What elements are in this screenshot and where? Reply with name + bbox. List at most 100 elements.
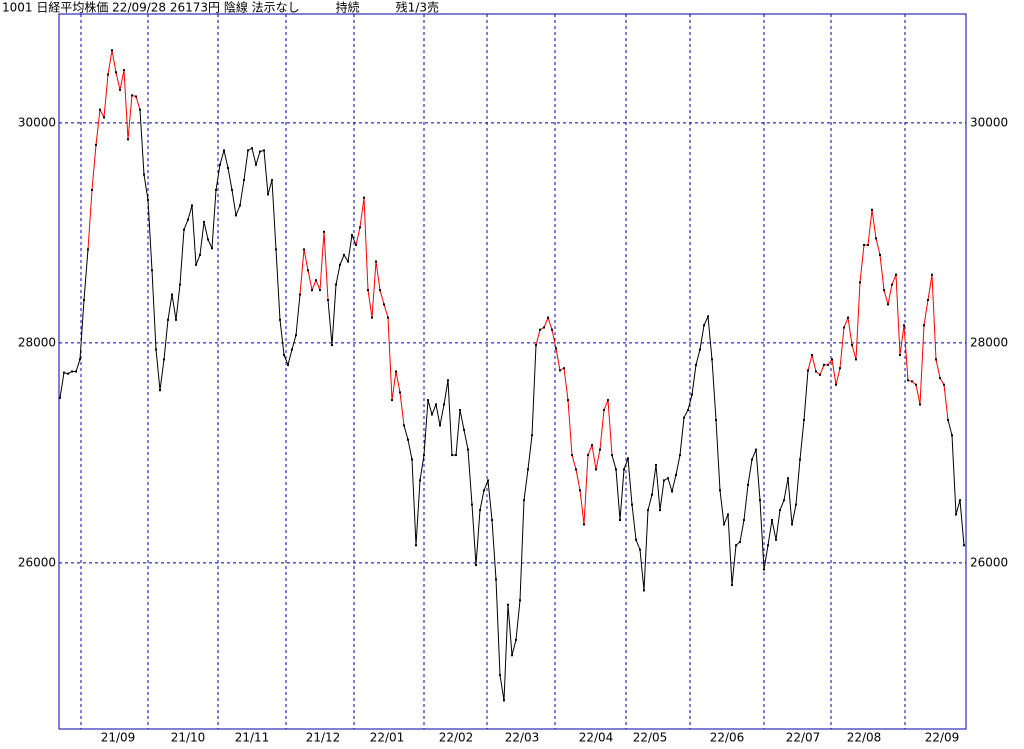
price-point (63, 371, 65, 374)
price-point (739, 541, 741, 543)
x-tick-label: 21/11 (235, 731, 270, 745)
price-point (331, 344, 333, 347)
price-point (259, 150, 261, 153)
price-point (955, 513, 957, 516)
price-point (635, 538, 637, 541)
y-tick-label-right: 26000 (970, 555, 1008, 569)
price-point (335, 283, 337, 286)
price-point (775, 538, 777, 541)
price-point (719, 489, 721, 492)
price-point (235, 214, 237, 217)
price-point (123, 69, 125, 72)
price-point (703, 324, 705, 327)
price-point (115, 71, 117, 74)
price-point (127, 138, 129, 141)
price-point (847, 316, 849, 319)
price-point (271, 179, 273, 182)
price-point (491, 519, 493, 521)
price-point (87, 248, 89, 251)
price-point (667, 477, 669, 480)
price-point (447, 379, 449, 382)
price-point (219, 163, 221, 166)
price-line (299, 231, 329, 301)
price-point (455, 454, 457, 457)
price-point (903, 324, 905, 327)
price-point (379, 289, 381, 292)
price-point (875, 237, 877, 240)
price-point (83, 299, 85, 301)
price-point (887, 303, 889, 306)
price-point (339, 263, 341, 266)
price-point (243, 179, 245, 182)
price-point (351, 234, 353, 237)
price-point (347, 260, 349, 263)
price-point (751, 458, 753, 461)
price-point (747, 483, 749, 486)
price-point (483, 489, 485, 492)
price-point (939, 377, 941, 380)
price-point (71, 370, 73, 373)
price-point (715, 418, 717, 421)
price-point (159, 389, 161, 392)
price-line (947, 419, 965, 546)
price-point (743, 519, 745, 521)
price-point (639, 548, 641, 551)
price-point (299, 293, 301, 296)
price-point (919, 403, 921, 406)
price-point (735, 544, 737, 547)
price-point (395, 370, 397, 373)
price-point (863, 244, 865, 246)
price-point (267, 193, 269, 196)
price-point (459, 409, 461, 411)
price-point (475, 564, 477, 567)
y-tick-label: 28000 (18, 335, 56, 349)
price-point (803, 418, 805, 421)
price-point (211, 247, 213, 250)
y-tick-label-right: 28000 (970, 335, 1008, 349)
price-point (187, 218, 189, 221)
price-point (263, 149, 265, 152)
price-point (91, 189, 93, 191)
price-point (615, 468, 617, 471)
x-tick-label: 22/07 (786, 731, 821, 745)
price-point (755, 448, 757, 451)
price-point (871, 208, 873, 211)
price-point (523, 499, 525, 502)
price-point (443, 403, 445, 406)
price-point (119, 88, 121, 91)
price-point (59, 396, 61, 399)
price-point (375, 260, 377, 263)
price-point (763, 568, 765, 571)
price-point (867, 244, 869, 246)
price-point (479, 509, 481, 512)
price-point (439, 424, 441, 427)
price-point (499, 674, 501, 677)
price-point (255, 163, 257, 166)
price-point (503, 699, 505, 702)
price-point (231, 189, 233, 191)
price-point (387, 316, 389, 319)
price-point (539, 328, 541, 331)
price-point (675, 473, 677, 476)
price-point (883, 289, 885, 292)
price-point (779, 509, 781, 512)
price-point (931, 273, 933, 276)
price-line (327, 233, 357, 346)
price-point (399, 391, 401, 394)
price-point (551, 328, 553, 331)
price-point (599, 448, 601, 451)
price-point (311, 289, 313, 292)
x-tick-label: 22/01 (370, 731, 405, 745)
y-tick-label-right: 30000 (970, 115, 1008, 129)
price-point (943, 383, 945, 386)
price-point (879, 253, 881, 256)
price-point (107, 73, 109, 76)
price-point (95, 143, 97, 146)
price-point (699, 348, 701, 351)
price-point (515, 638, 517, 641)
price-point (851, 344, 853, 347)
price-point (591, 444, 593, 447)
price-point (203, 220, 205, 223)
price-point (135, 95, 137, 98)
price-point (651, 493, 653, 496)
